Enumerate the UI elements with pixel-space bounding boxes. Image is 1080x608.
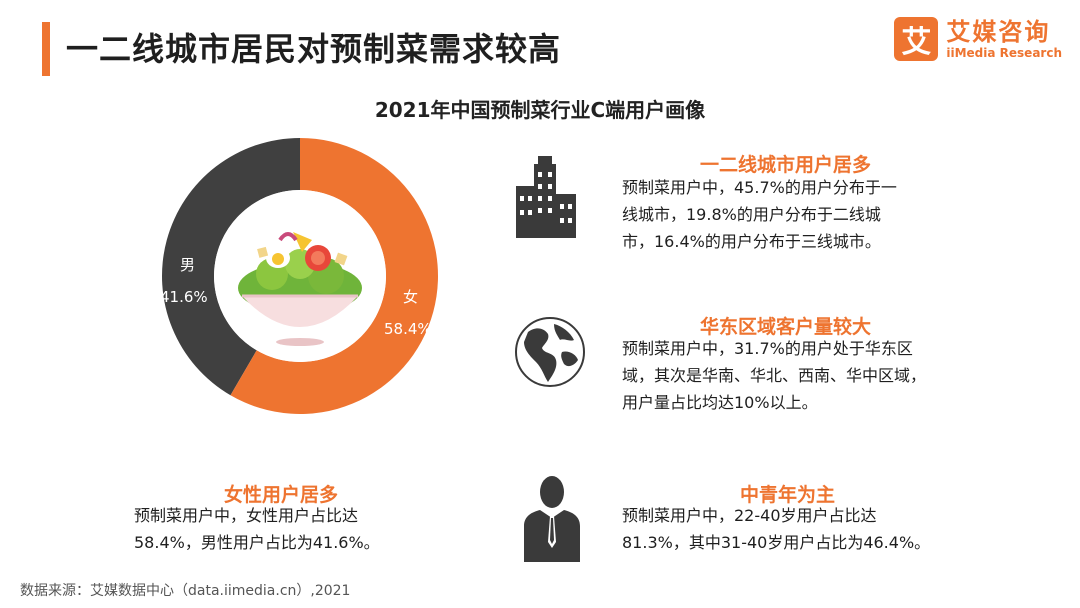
city-body-line: 预制菜用户中，45.7%的用户分布于一 <box>622 178 897 197</box>
page-title: 一二线城市居民对预制菜需求较高 <box>66 30 562 68</box>
age-body-line: 81.3%，其中31-40岁用户占比为46.4%。 <box>622 533 931 552</box>
data-source: 数据来源：艾媒数据中心（data.iimedia.cn）,2021 <box>20 583 351 599</box>
age-body-line: 预制菜用户中，22-40岁用户占比达 <box>622 506 877 525</box>
gender-body-line: 58.4%，男性用户占比为41.6%。 <box>134 533 380 552</box>
gender-donut-chart: 男 41.6% 女 58.4% <box>160 138 438 414</box>
region-section-title: 华东区域客户量较大 <box>700 316 872 338</box>
gender-section-title: 女性用户居多 <box>224 484 339 506</box>
male-slice-label: 男 <box>180 256 195 274</box>
businessman-icon <box>524 476 580 562</box>
logo-name-en: iiMedia Research <box>946 46 1062 60</box>
female-slice-value: 58.4% <box>384 320 432 338</box>
city-section-body: 预制菜用户中，45.7%的用户分布于一 线城市，19.8%的用户分布于二线城 市… <box>622 174 897 255</box>
region-section-body: 预制菜用户中，31.7%的用户处于华东区 域，其次是华南、华北、西南、华中区域，… <box>622 335 926 416</box>
age-section-body: 预制菜用户中，22-40岁用户占比达 81.3%，其中31-40岁用户占比为46… <box>622 502 930 556</box>
region-body-line: 用户量占比均达10%以上。 <box>622 393 818 412</box>
logo-name-cn: 艾媒咨询 <box>946 18 1051 46</box>
age-section-title: 中青年为主 <box>740 484 836 506</box>
donut-slice-1 <box>230 138 438 414</box>
globe-icon <box>515 317 585 387</box>
region-body-line: 域，其次是华南、华北、西南、华中区域， <box>622 366 927 385</box>
gender-section-body: 预制菜用户中，女性用户占比达 58.4%，男性用户占比为41.6%。 <box>134 502 380 556</box>
city-section-title: 一二线城市用户居多 <box>700 154 872 176</box>
city-body-line: 市，16.4%的用户分布于三线城市。 <box>622 232 881 251</box>
city-buildings-icon <box>516 156 576 238</box>
female-slice-label: 女 <box>403 288 418 306</box>
logo-mark: 艾 <box>894 17 939 61</box>
region-body-line: 预制菜用户中，31.7%的用户处于华东区 <box>622 339 913 358</box>
salad-bowl-illustration <box>214 190 386 362</box>
city-body-line: 线城市，19.8%的用户分布于二线城 <box>622 205 881 224</box>
logo: 艾 艾媒咨询 iiMedia Research <box>894 14 1062 64</box>
male-slice-value: 41.6% <box>160 288 208 306</box>
chart-subtitle: 2021年中国预制菜行业C端用户画像 <box>374 98 706 122</box>
donut-slice-0 <box>162 138 300 396</box>
title-accent-bar <box>42 22 50 76</box>
gender-body-line: 预制菜用户中，女性用户占比达 <box>134 506 359 525</box>
